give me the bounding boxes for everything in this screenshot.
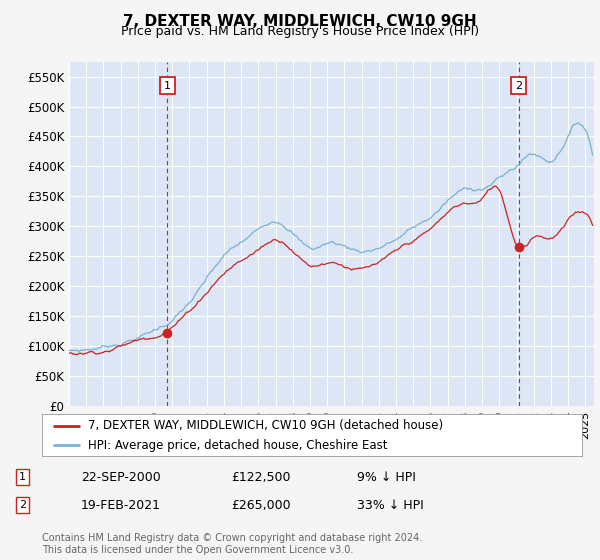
Text: 33% ↓ HPI: 33% ↓ HPI: [357, 498, 424, 512]
Text: 22-SEP-2000: 22-SEP-2000: [81, 470, 161, 484]
Text: £265,000: £265,000: [231, 498, 290, 512]
Text: HPI: Average price, detached house, Cheshire East: HPI: Average price, detached house, Ches…: [88, 438, 388, 451]
Text: 2: 2: [515, 81, 522, 91]
Text: 1: 1: [164, 81, 171, 91]
Text: 2: 2: [19, 500, 26, 510]
Text: 19-FEB-2021: 19-FEB-2021: [81, 498, 161, 512]
Text: 7, DEXTER WAY, MIDDLEWICH, CW10 9GH (detached house): 7, DEXTER WAY, MIDDLEWICH, CW10 9GH (det…: [88, 419, 443, 432]
Text: Price paid vs. HM Land Registry's House Price Index (HPI): Price paid vs. HM Land Registry's House …: [121, 25, 479, 38]
Text: 9% ↓ HPI: 9% ↓ HPI: [357, 470, 416, 484]
Text: £122,500: £122,500: [231, 470, 290, 484]
Text: 1: 1: [19, 472, 26, 482]
Text: 7, DEXTER WAY, MIDDLEWICH, CW10 9GH: 7, DEXTER WAY, MIDDLEWICH, CW10 9GH: [123, 14, 477, 29]
Text: Contains HM Land Registry data © Crown copyright and database right 2024.
This d: Contains HM Land Registry data © Crown c…: [42, 533, 422, 555]
